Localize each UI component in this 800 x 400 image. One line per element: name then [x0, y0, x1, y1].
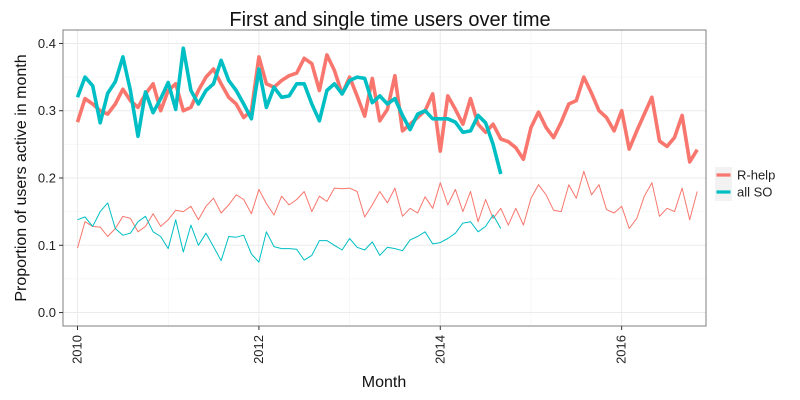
grid-major: [63, 30, 706, 326]
series-line-all-so-single-time: [77, 202, 502, 263]
x-tick-label: 2014: [432, 335, 447, 364]
legend-label-r-help: R-help: [737, 168, 775, 183]
x-tick-label: 2010: [70, 335, 85, 364]
y-tick-label: 0.0: [38, 305, 56, 320]
y-tick-label: 0.3: [38, 103, 56, 118]
y-axis: 0.0 0.1 0.2 0.3 0.4: [38, 36, 63, 320]
y-axis-title: Proportion of users active in month: [13, 54, 30, 301]
x-tick-label: 2016: [614, 335, 629, 364]
series-layer: [75, 46, 699, 263]
x-tick-label: 2012: [251, 335, 266, 364]
legend: R-help all SO: [715, 167, 775, 201]
y-tick-label: 0.2: [38, 171, 56, 186]
chart-title: First and single time users over time: [229, 9, 550, 31]
series-line-r-help-single-time: [77, 170, 698, 249]
series-line-all-so-first-time: [75, 46, 503, 175]
series-line-r-help-first-time: [75, 53, 699, 164]
x-axis-title: Month: [362, 374, 406, 391]
legend-label-all-so: all SO: [737, 185, 772, 200]
y-tick-label: 0.1: [38, 238, 56, 253]
x-axis: 2010 2012 2014 2016: [70, 326, 629, 364]
y-tick-label: 0.4: [38, 36, 56, 51]
plot-area: [62, 29, 707, 327]
